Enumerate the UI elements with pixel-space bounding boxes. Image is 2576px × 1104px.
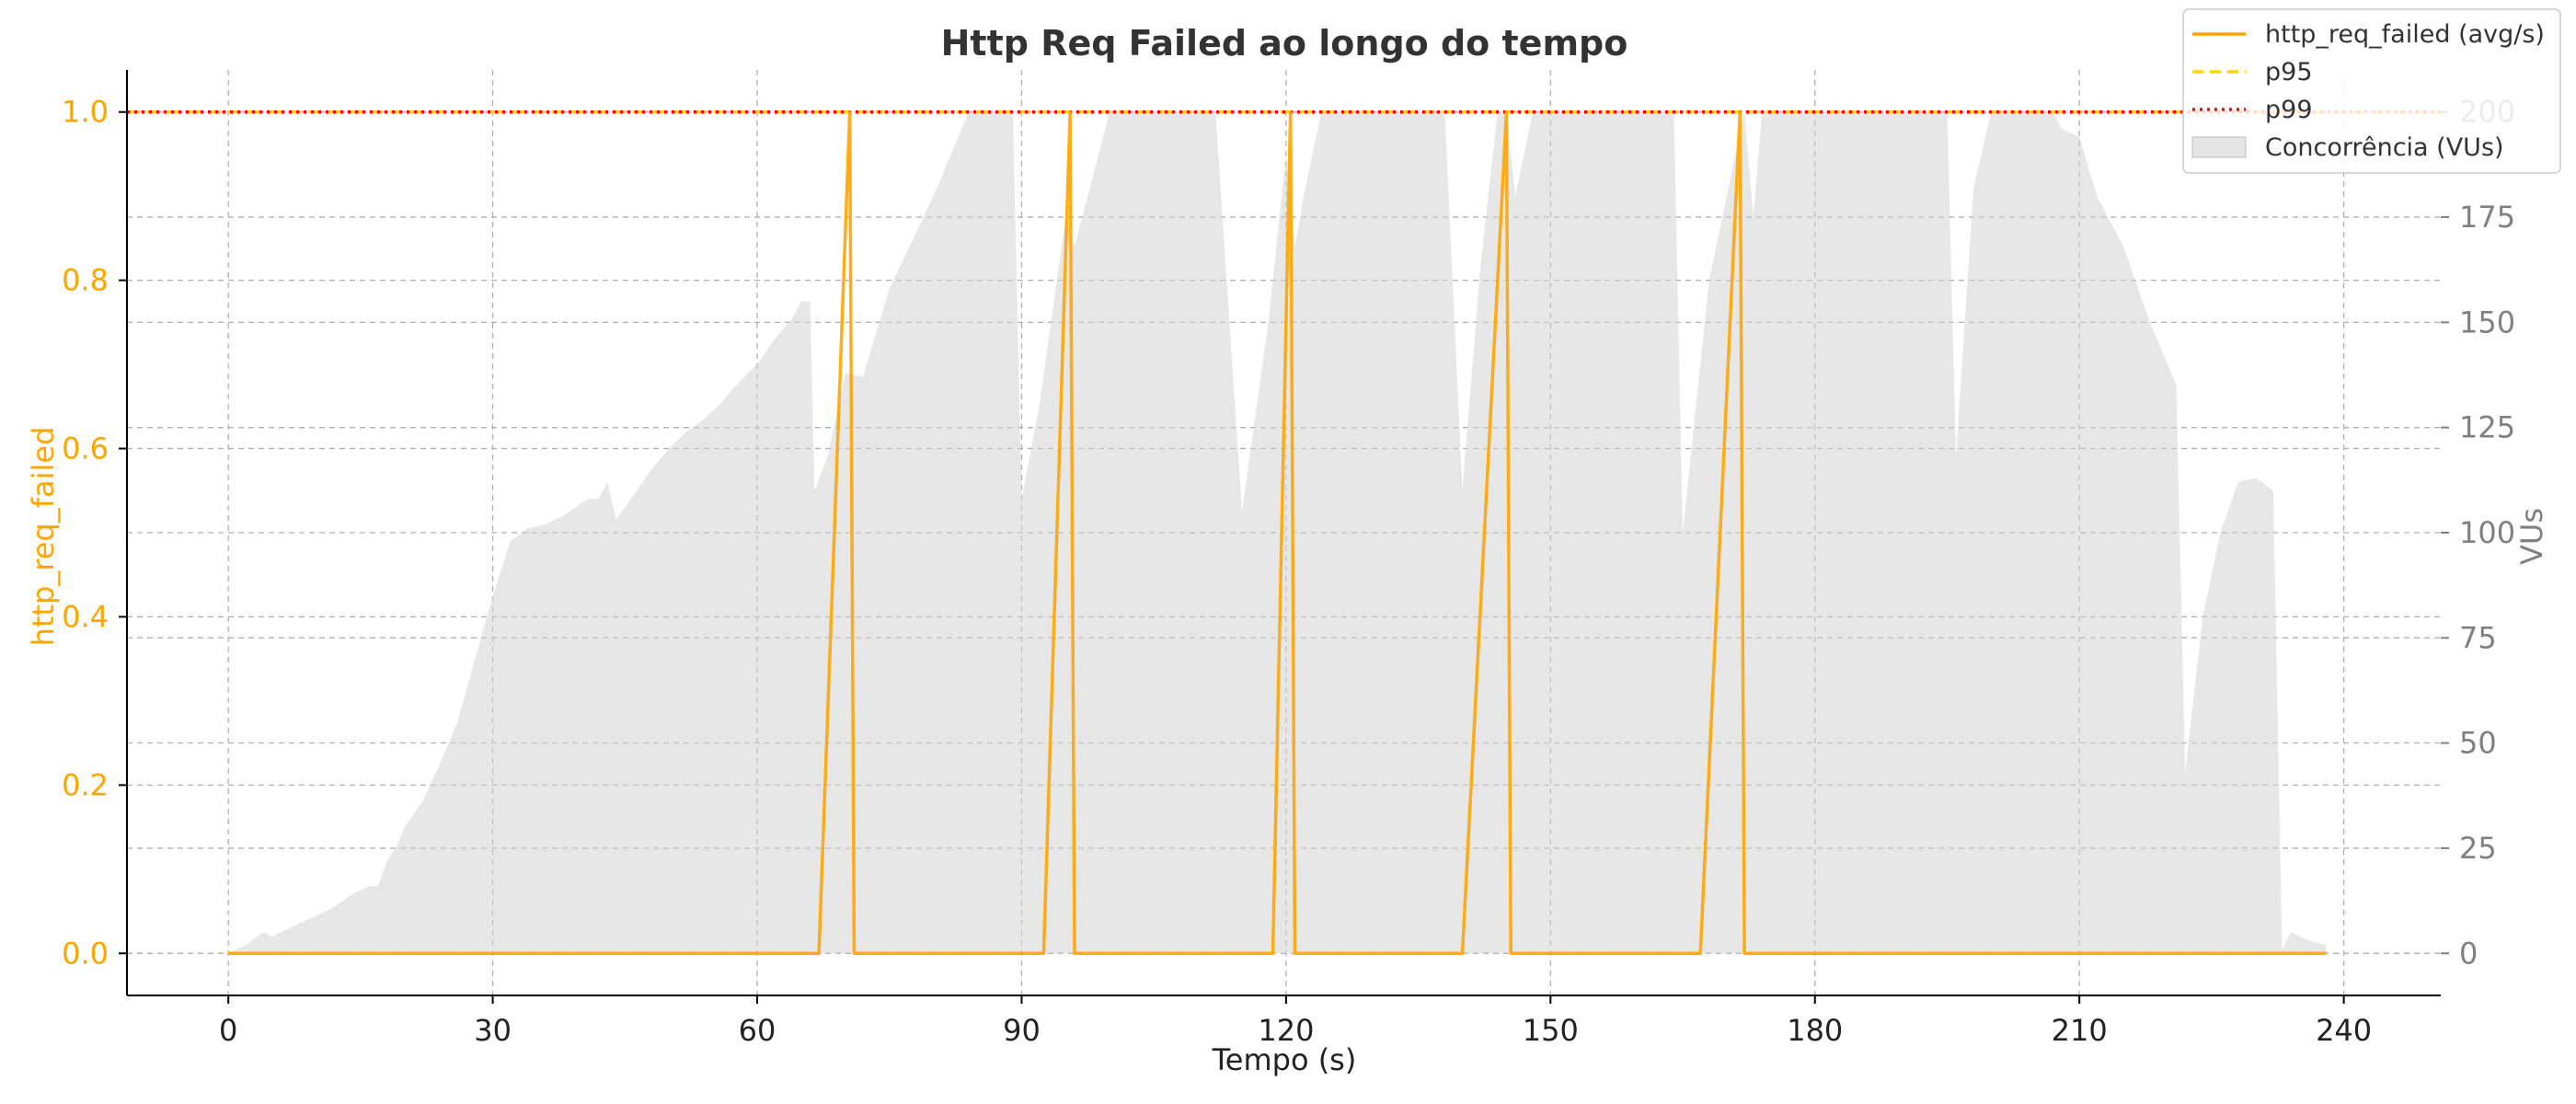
y-tick-label: 0.8 [62,263,109,298]
x-tick-label: 90 [1003,1013,1041,1048]
chart-title: Http Req Failed ao longo do tempo [941,23,1628,63]
vus-area-path [228,111,2327,954]
y2-tick-label: 125 [2459,410,2515,445]
y-tick-label: 0.0 [62,936,109,971]
x-tick-label: 30 [474,1013,512,1048]
legend: http_req_failed (avg/s) p95 p99 Concorrênci… [2182,8,2561,174]
x-tick-label: 180 [1787,1013,1843,1048]
y2-tick-label: 75 [2459,620,2497,655]
http-req-failed-line [228,109,2327,956]
legend-box [2182,8,2561,174]
x-tick-label: 210 [2052,1013,2108,1048]
y2-tick-label: 100 [2459,515,2515,550]
y2-tick-label: 175 [2459,200,2515,235]
y-tick-label: 0.4 [62,599,109,634]
legend-label: p99 [2265,96,2313,124]
y-axis-label-right: VUs [2514,508,2549,565]
x-tick-label: 240 [2316,1013,2372,1048]
series-lines [228,109,2327,956]
x-tick-label: 60 [739,1013,776,1048]
x-axis-label: Tempo (s) [1212,1042,1357,1077]
x-tick-label: 0 [219,1013,237,1048]
x-tick-label: 150 [1523,1013,1579,1048]
y2-tick-label: 0 [2459,936,2478,971]
x-tick-label: 120 [1258,1013,1314,1048]
y2-tick-label: 25 [2459,831,2497,866]
y2-tick-label: 150 [2459,305,2515,339]
legend-swatch [2191,136,2247,158]
vus-area [228,111,2327,954]
y-tick-label: 0.2 [62,767,109,802]
y-tick-label: 0.6 [62,431,109,466]
legend-label: http_req_failed (avg/s) [2265,20,2545,49]
y-axis-label-left: http_req_failed [26,427,61,647]
legend-label: p95 [2265,58,2313,86]
y2-tick-label: 50 [2459,726,2497,761]
tick-labels: 0 30 60 90 120 150 180 210 240 0.0 0.2 0.4 0.6 0.8 1.0… [62,95,2515,1048]
legend-label: Concorrência (VUs) [2265,133,2504,162]
axes [119,70,2449,1004]
y-tick-label: 1.0 [62,95,109,130]
